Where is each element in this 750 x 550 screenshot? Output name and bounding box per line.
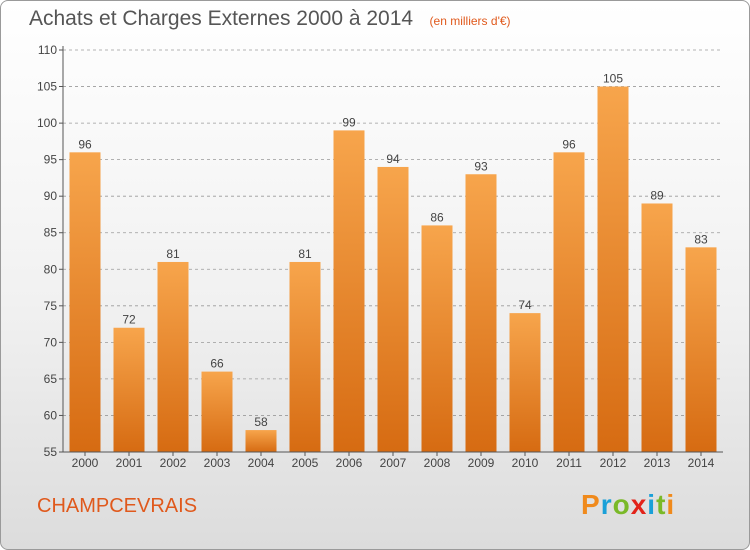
x-tick-label: 2010 [512, 456, 539, 470]
data-label: 94 [386, 152, 400, 166]
bar [69, 152, 101, 452]
data-label: 66 [210, 357, 224, 371]
brand-letter: t [656, 489, 667, 520]
bar [157, 261, 189, 452]
axes: 55 60 65 70 75 80 85 90 95 100 105 110 2000 2001 2002 2… [37, 43, 723, 470]
chart-unit: (en milliers d'€) [429, 14, 511, 28]
data-label: 93 [474, 159, 488, 173]
x-tick-label: 2007 [380, 456, 407, 470]
bar [113, 327, 145, 452]
data-label: 58 [254, 415, 268, 429]
data-label: 74 [518, 298, 532, 312]
title-row: Achats et Charges Externes 2000 à 2014 (… [29, 7, 511, 31]
data-label: 99 [342, 115, 356, 129]
bar [421, 225, 453, 452]
bar [465, 174, 497, 452]
data-label: 86 [430, 210, 444, 224]
y-tick-label: 75 [44, 299, 58, 313]
brand-letter: P [581, 489, 601, 520]
data-label: 72 [122, 313, 136, 327]
x-tick-label: 2014 [688, 456, 715, 470]
x-tick-label: 2003 [204, 456, 231, 470]
x-tick-label: 2002 [160, 456, 187, 470]
x-tick-label: 2005 [292, 456, 319, 470]
x-tick-label: 2012 [600, 456, 627, 470]
bar [641, 203, 673, 452]
y-tick-label: 90 [44, 189, 58, 203]
y-tick-label: 65 [44, 372, 58, 386]
x-tick-label: 2008 [424, 456, 451, 470]
y-tick-label: 80 [44, 262, 58, 276]
chart-title: Achats et Charges Externes 2000 à 2014 [29, 7, 414, 30]
brand-logo: Proxiti [581, 489, 675, 521]
brand-letter: o [612, 489, 631, 520]
bar [245, 430, 277, 452]
data-label: 81 [298, 247, 312, 261]
brand-letter: i [647, 489, 657, 520]
x-tick-label: 2004 [248, 456, 275, 470]
bar [553, 152, 585, 452]
y-tick-label: 95 [44, 153, 58, 167]
bar [289, 261, 321, 452]
data-label: 83 [694, 232, 708, 246]
x-tick-label: 2009 [468, 456, 495, 470]
x-tick-label: 2013 [644, 456, 671, 470]
brand-letter: i [666, 489, 676, 520]
y-tick-label: 110 [38, 43, 57, 57]
data-label: 105 [603, 72, 623, 86]
bar [201, 371, 233, 452]
y-tick-label: 60 [44, 408, 58, 422]
y-tick-label: 100 [37, 116, 57, 130]
y-tick-label: 70 [44, 335, 58, 349]
x-tick-label: 2000 [72, 456, 99, 470]
commune-name: CHAMPCEVRAIS [37, 495, 198, 517]
bar [333, 130, 365, 452]
bar [685, 247, 717, 452]
y-tick-label: 55 [44, 445, 58, 459]
bar [509, 313, 541, 452]
x-tick-label: 2001 [116, 456, 143, 470]
x-tick-label: 2006 [336, 456, 363, 470]
bar [377, 166, 409, 453]
bars: 96 72 81 66 58 81 99 94 86 93 74 96 105 89 83 [69, 72, 717, 453]
data-label: 89 [650, 188, 664, 202]
data-label: 96 [78, 137, 92, 151]
brand-letter: x [630, 489, 648, 520]
brand-letter: r [600, 489, 613, 520]
data-label: 81 [166, 247, 180, 261]
bar [597, 86, 629, 452]
x-tick-label: 2011 [556, 456, 582, 470]
data-label: 96 [562, 137, 576, 151]
y-tick-label: 105 [37, 80, 57, 94]
y-tick-label: 85 [44, 226, 58, 240]
